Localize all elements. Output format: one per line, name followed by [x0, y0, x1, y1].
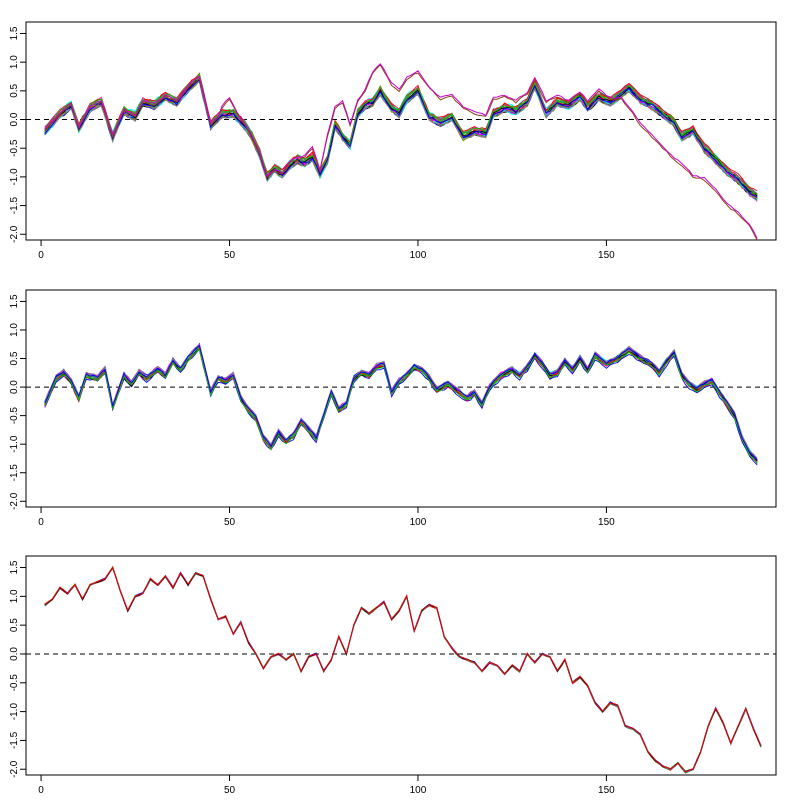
y-tick-label: 0.5: [9, 351, 20, 365]
series-line: [44, 344, 758, 459]
y-tick-label: -1.5: [9, 197, 20, 215]
series-line: [44, 80, 758, 202]
panel-2: 0 50 100 150 -2.0 -1.5 -1.0 -0.5 0.0 0.5 1.0 1.5: [9, 289, 777, 528]
y-tick-label: -1.5: [9, 464, 20, 482]
series-line: [44, 566, 762, 773]
series-line: [44, 566, 762, 773]
panel-1: 0 50 100 150 -2.0 -1.5 -1.0 -0.5 0.0 0.5 1.0 1.5: [9, 21, 777, 261]
series-line: [44, 566, 762, 774]
y-tick-label: -2.0: [9, 225, 20, 243]
series-line: [44, 78, 758, 197]
y-tick-label: 0.0: [9, 647, 20, 661]
x-tick-label: 0: [38, 250, 44, 261]
plot-frame: [25, 555, 777, 776]
y-tick-label: -2.0: [9, 760, 20, 778]
series-line: [44, 79, 758, 202]
x-tick-label: 50: [224, 517, 236, 528]
plot-frame: [25, 289, 777, 508]
y-tick-label: -0.5: [9, 674, 20, 692]
y-tick-label: 1.5: [9, 560, 20, 574]
series-line: [44, 81, 758, 199]
x-tick-label: 0: [38, 517, 44, 528]
series-line: [44, 348, 758, 466]
plot-frame: [25, 21, 777, 241]
series-line: [44, 73, 758, 195]
x-tick-label: 150: [598, 517, 615, 528]
panel-3: 0 50 100 150 -2.0 -1.5 -1.0 -0.5 0.0 0.5 1.0 1.5: [9, 555, 777, 796]
y-tick-label: 1.5: [9, 294, 20, 308]
series-line: [44, 566, 762, 773]
y-tick-label: -1.0: [9, 168, 20, 186]
series-line: [44, 566, 762, 772]
y-tick-label: 1.0: [9, 589, 20, 603]
x-tick-label: 50: [224, 250, 236, 261]
x-tick-label: 100: [410, 250, 427, 261]
series-line: [44, 566, 762, 773]
x-tick-label: 50: [224, 785, 236, 796]
series-line: [44, 342, 758, 461]
y-tick-label: 0.5: [9, 618, 20, 632]
outlier-series-line: [44, 63, 758, 239]
outlier-series-line: [44, 63, 758, 240]
x-tick-label: 100: [410, 517, 427, 528]
series-line: [44, 566, 762, 773]
x-tick-label: 150: [598, 250, 615, 261]
series-line: [44, 566, 762, 773]
series-line: [44, 80, 758, 199]
y-tick-label: -1.5: [9, 731, 20, 749]
series-line: [44, 79, 758, 197]
series-line: [44, 79, 758, 197]
series-line: [44, 79, 758, 200]
y-tick-label: 0.0: [9, 380, 20, 394]
series-line: [44, 567, 762, 774]
y-tick-label: 1.5: [9, 26, 20, 40]
y-tick-label: 1.0: [9, 323, 20, 337]
series-line: [44, 348, 758, 464]
y-tick-label: 0.5: [9, 83, 20, 97]
series-line: [44, 73, 758, 195]
y-tick-label: -1.0: [9, 703, 20, 721]
series-line: [44, 79, 758, 201]
y-tick-label: -0.5: [9, 407, 20, 425]
x-tick-label: 150: [598, 785, 615, 796]
y-tick-label: 0.0: [9, 112, 20, 126]
series-line: [44, 78, 758, 196]
series-line: [44, 73, 758, 196]
series-line: [44, 565, 762, 773]
series-line: [44, 567, 762, 774]
series-line: [44, 77, 758, 197]
series-line: [44, 80, 758, 200]
series-line: [44, 78, 758, 200]
series-line: [44, 80, 758, 199]
x-tick-label: 0: [38, 785, 44, 796]
series-line: [44, 344, 758, 461]
x-tick-label: 100: [410, 785, 427, 796]
series-line: [44, 78, 758, 197]
y-tick-label: -1.0: [9, 435, 20, 453]
y-tick-label: -2.0: [9, 492, 20, 510]
y-tick-label: 1.0: [9, 55, 20, 69]
y-tick-label: -0.5: [9, 139, 20, 157]
series-line: [44, 72, 758, 195]
series-line: [44, 78, 758, 198]
series-line: [44, 77, 758, 199]
series-line: [44, 566, 762, 773]
series-line: [44, 72, 758, 192]
